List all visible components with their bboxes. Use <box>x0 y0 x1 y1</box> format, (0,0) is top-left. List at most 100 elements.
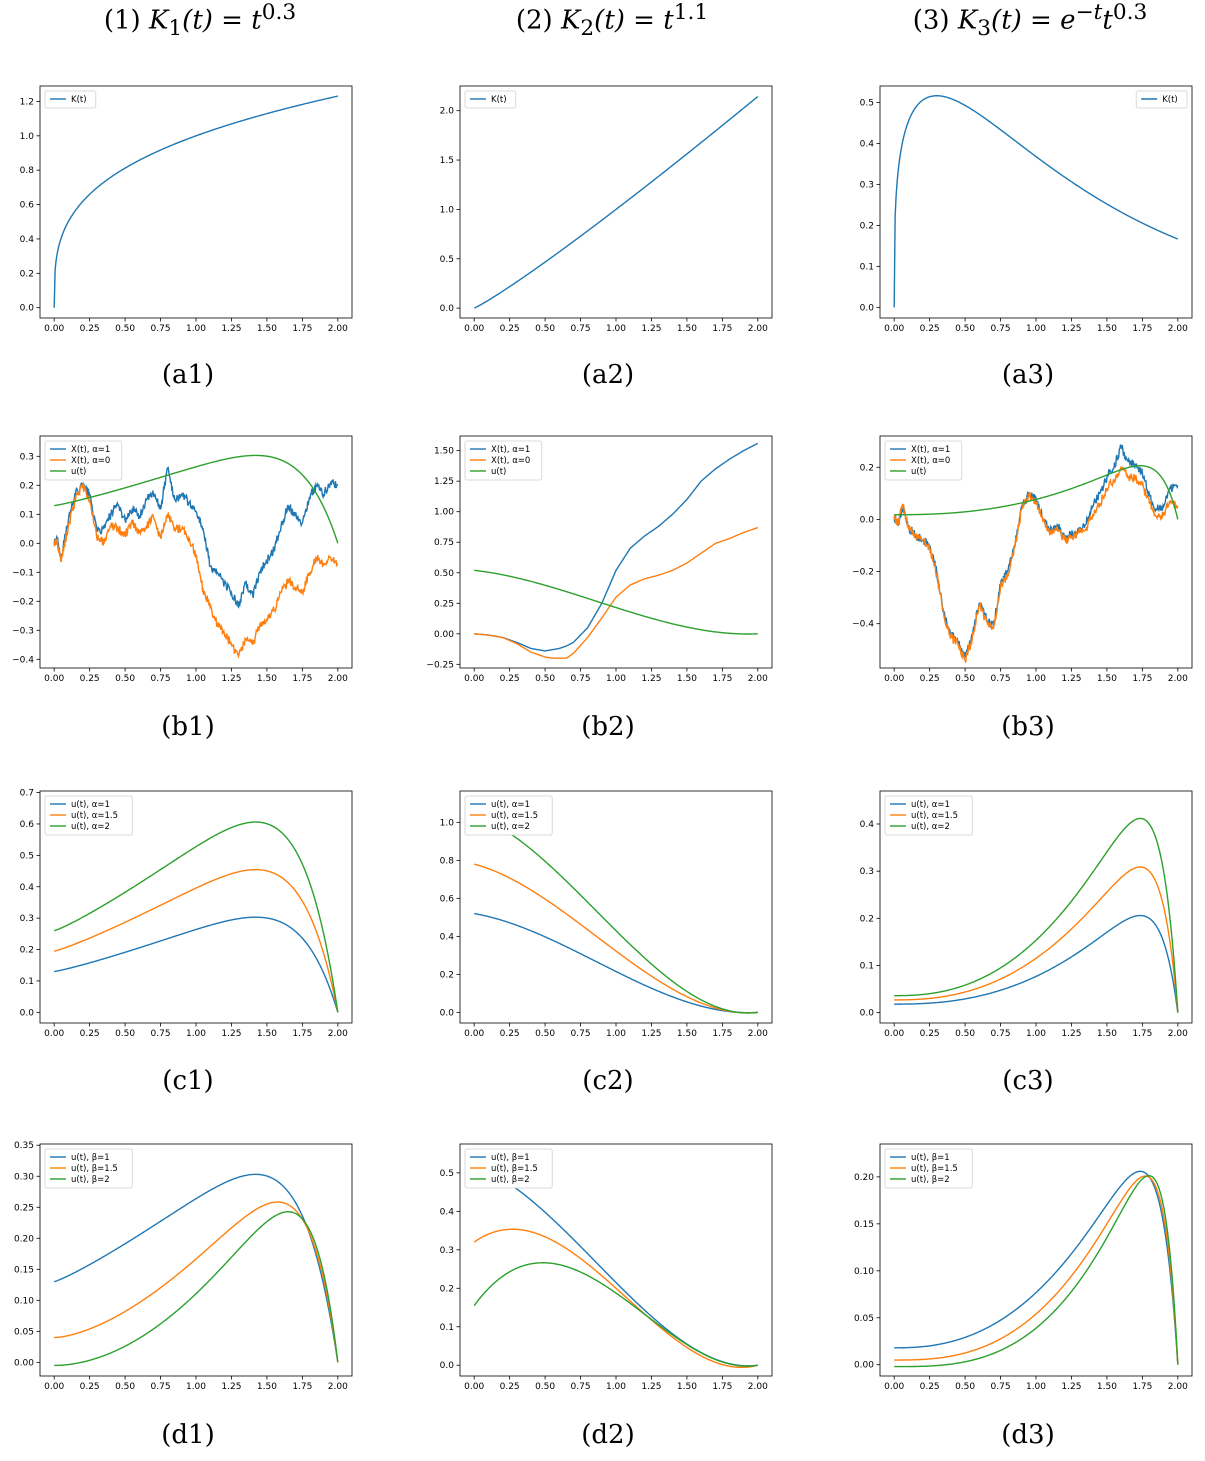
legend-label: u(t) <box>71 467 86 477</box>
x-tick-label: 0.75 <box>571 324 591 334</box>
y-tick-label: 0.3 <box>860 180 874 190</box>
x-tick-label: 0.25 <box>500 1029 520 1039</box>
legend-label: u(t), β=2 <box>911 1175 950 1185</box>
x-tick-label: 1.50 <box>677 1382 697 1392</box>
plot-area <box>879 85 1193 319</box>
x-tick-label: 1.00 <box>186 1382 206 1392</box>
x-tick-label: 2.00 <box>748 1029 768 1039</box>
legend-label: u(t), β=2 <box>491 1175 530 1185</box>
series-line-green <box>473 1262 758 1367</box>
caption-a1: (a1) <box>161 360 215 390</box>
legend-label: u(t), β=1.5 <box>911 1164 958 1174</box>
y-tick-label: 0.15 <box>14 1265 34 1275</box>
y-tick-label: 0.2 <box>20 946 34 956</box>
y-tick-label: 0.50 <box>434 569 454 579</box>
series-line-orange <box>894 1175 1179 1365</box>
series-line-blue <box>894 914 1179 1013</box>
legend <box>884 1148 973 1189</box>
y-tick-label: −0.1 <box>12 568 34 578</box>
caption-c3: (c3) <box>1002 1066 1054 1096</box>
legend-label: u(t), α=2 <box>911 822 950 832</box>
chart-d2: 0.00 0.25 0.50 0.75 1.00 1.25 1.50 1.75 2.00 0.0 0… <box>440 1143 773 1392</box>
x-tick-label: 0.25 <box>80 674 100 684</box>
x-tick-label: 0.25 <box>500 1382 520 1392</box>
series-line-green <box>53 821 339 1013</box>
chart-a2: 0.00 0.25 0.50 0.75 1.00 1.25 1.50 1.75 2.00 0.0 0… <box>440 85 773 334</box>
x-tick-label: 0.75 <box>151 1029 171 1039</box>
x-tick-label: 1.00 <box>1026 324 1046 334</box>
y-tick-label: 0.6 <box>20 820 35 830</box>
x-tick-label: 0.00 <box>884 1382 904 1392</box>
x-tick-label: 2.00 <box>1168 324 1188 334</box>
legend-label: u(t), α=1.5 <box>491 811 538 821</box>
chart-d3: 0.00 0.25 0.50 0.75 1.00 1.25 1.50 1.75 2.00 0.00… <box>854 1143 1193 1392</box>
legend-label: u(t), β=1 <box>71 1153 110 1163</box>
x-tick-label: 0.00 <box>464 1382 484 1392</box>
y-tick-label: 0.25 <box>434 599 454 609</box>
x-tick-label: 1.75 <box>1132 324 1152 334</box>
y-tick-label: 0.0 <box>440 1008 455 1018</box>
x-tick-label: 1.25 <box>1061 674 1081 684</box>
legend <box>44 795 133 836</box>
x-tick-label: 1.75 <box>292 1029 312 1039</box>
caption-d3: (d3) <box>1001 1420 1055 1450</box>
chart-b2: 0.00 0.25 0.50 0.75 1.00 1.25 1.50 1.75 2.00 −0.2… <box>426 435 773 684</box>
x-tick-label: 2.00 <box>328 1029 348 1039</box>
y-tick-label: 0.0 <box>860 515 875 525</box>
chart-a1: 0.00 0.25 0.50 0.75 1.00 1.25 1.50 1.75 2.00 0.0 0… <box>20 85 353 334</box>
y-tick-label: 1.0 <box>440 205 455 215</box>
series-line-blue <box>894 1170 1179 1365</box>
y-tick-label: 0.2 <box>440 1284 454 1294</box>
x-tick-label: 0.00 <box>44 324 64 334</box>
x-tick-label: 1.75 <box>1132 1029 1152 1039</box>
y-tick-label: 0.00 <box>854 1361 874 1371</box>
y-tick-label: 0.5 <box>440 1169 454 1179</box>
chart-c2: 0.00 0.25 0.50 0.75 1.00 1.25 1.50 1.75 2.00 0.0 0… <box>440 790 773 1039</box>
y-tick-label: 0.30 <box>14 1172 34 1182</box>
y-tick-label: 1.50 <box>434 447 454 457</box>
x-tick-label: 1.75 <box>1132 674 1152 684</box>
y-tick-label: 0.6 <box>20 201 35 211</box>
y-tick-label: 0.10 <box>854 1267 874 1277</box>
y-tick-label: 0.00 <box>14 1358 34 1368</box>
legend-label: u(t), β=1 <box>491 1153 530 1163</box>
y-tick-label: 0.75 <box>434 538 454 548</box>
series-line-blue <box>54 916 339 1013</box>
x-tick-label: 1.25 <box>221 1382 241 1392</box>
legend-label: K(t) <box>491 95 507 105</box>
x-tick-label: 1.25 <box>1061 324 1081 334</box>
x-tick-label: 0.75 <box>151 674 171 684</box>
caption-b2: (b2) <box>581 712 635 742</box>
plot-area <box>459 85 773 319</box>
y-tick-label: 0.0 <box>440 1361 455 1371</box>
x-tick-label: 0.75 <box>991 1382 1011 1392</box>
x-tick-label: 1.50 <box>257 1382 277 1392</box>
legend-label: u(t), α=1.5 <box>911 811 958 821</box>
x-tick-label: 0.25 <box>500 324 520 334</box>
y-tick-label: 0.8 <box>440 856 455 866</box>
series-line-orange <box>54 1201 339 1363</box>
x-tick-label: 1.25 <box>641 1029 661 1039</box>
y-tick-label: 0.2 <box>20 269 34 279</box>
x-tick-label: 0.50 <box>115 674 135 684</box>
x-tick-label: 1.50 <box>1097 1382 1117 1392</box>
x-tick-label: 1.50 <box>257 674 277 684</box>
legend-label: u(t), β=1 <box>911 1153 950 1163</box>
x-tick-label: 0.75 <box>571 1029 591 1039</box>
x-tick-label: 1.50 <box>257 1029 277 1039</box>
x-tick-label: 1.00 <box>186 674 206 684</box>
x-tick-label: 1.75 <box>292 324 312 334</box>
legend <box>464 1148 553 1189</box>
x-tick-label: 1.00 <box>1026 1382 1046 1392</box>
x-tick-label: 1.75 <box>712 674 732 684</box>
x-tick-label: 2.00 <box>748 674 768 684</box>
x-tick-label: 2.00 <box>748 1382 768 1392</box>
x-tick-label: 1.00 <box>606 1382 626 1392</box>
x-tick-label: 1.00 <box>606 324 626 334</box>
series-line-orange <box>473 1228 758 1369</box>
y-tick-label: 0.1 <box>860 961 874 971</box>
legend-label: u(t), α=1 <box>71 800 110 810</box>
y-tick-label: 0.1 <box>860 262 874 272</box>
x-tick-label: 0.50 <box>535 324 555 334</box>
x-tick-label: 1.50 <box>1097 324 1117 334</box>
